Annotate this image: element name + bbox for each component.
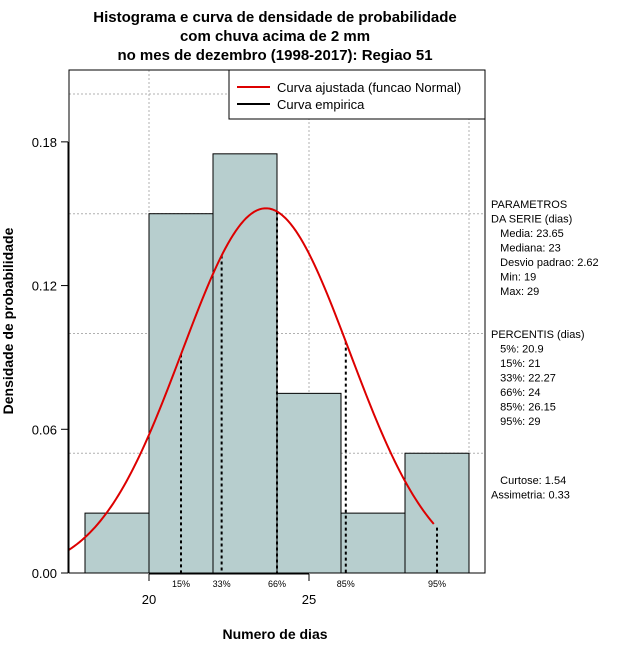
percentile-label: 15% [172,579,190,589]
percentile-label: 95% [428,579,446,589]
legend-entry: Curva ajustada (funcao Normal) [277,80,461,95]
percentis-line: 33%: 22.27 [491,373,556,385]
histogram-bar [276,392,342,574]
side-panel: PARAMETROS DA SERIE (dias) Media: 23.65 M… [491,199,599,502]
parametros-line: PARAMETROS [491,199,567,211]
percentis-line: 5%: 20.9 [491,344,544,356]
legend: Curva ajustada (funcao Normal) Curva empi… [228,69,486,120]
x-tick-label: 25 [302,592,316,607]
percentile-label: 85% [337,579,355,589]
shape-stat-line: Assimetria: 0.33 [491,490,570,502]
parametros-line: Max: 29 [491,286,539,298]
percentis-line: 66%: 24 [491,387,541,399]
y-tick-label: 0.18 [32,135,57,150]
y-tick-label: 0.12 [32,279,57,294]
parametros-line: Mediana: 23 [491,243,561,255]
histogram-bar [340,512,406,574]
percentile-label: 33% [213,579,231,589]
histogram-bar [404,452,470,574]
y-axis-label: Densidade de probabilidade [0,227,16,414]
percentis-line: 15%: 21 [491,358,541,370]
chart-title-line-2: com chuva acima de 2 mm [180,28,370,45]
legend-box [228,69,486,120]
percentis-line: 85%: 26.15 [491,402,556,414]
percentile-markers: 15% 33% 66% 85% 95% [172,211,446,589]
chart-title-line-3: no mes de dezembro (1998-2017): Regiao 5… [117,47,432,64]
x-tick-label: 20 [142,592,156,607]
histogram-bars [84,153,470,574]
parametros-line: Min: 19 [491,272,536,284]
y-tick-label: 0.06 [32,422,57,437]
y-tick-label: 0.00 [32,566,57,581]
percentile-label: 66% [268,579,286,589]
percentis-line: PERCENTIS (dias) [491,329,585,341]
parametros-line: Desvio padrao: 2.62 [491,257,599,269]
chart-title: Histograma e curva de densidade de proba… [93,9,456,64]
legend-entry: Curva empirica [277,97,365,112]
chart-title-line-1: Histograma e curva de densidade de proba… [93,9,456,26]
histogram-bar [84,512,150,574]
normal-curve [68,207,435,551]
axes: 20 25 0.00 0.06 0.12 0.18 Numero de dias Densid… [0,135,328,642]
percentis-line: 95%: 29 [491,416,541,428]
parametros-line: Media: 23.65 [491,228,564,240]
histogram-bar [212,153,278,574]
parametros-line: DA SERIE (dias) [491,214,572,226]
normal-curve-group [68,207,435,551]
x-axis-label: Numero de dias [222,626,327,642]
shape-stat-line: Curtose: 1.54 [491,475,566,487]
